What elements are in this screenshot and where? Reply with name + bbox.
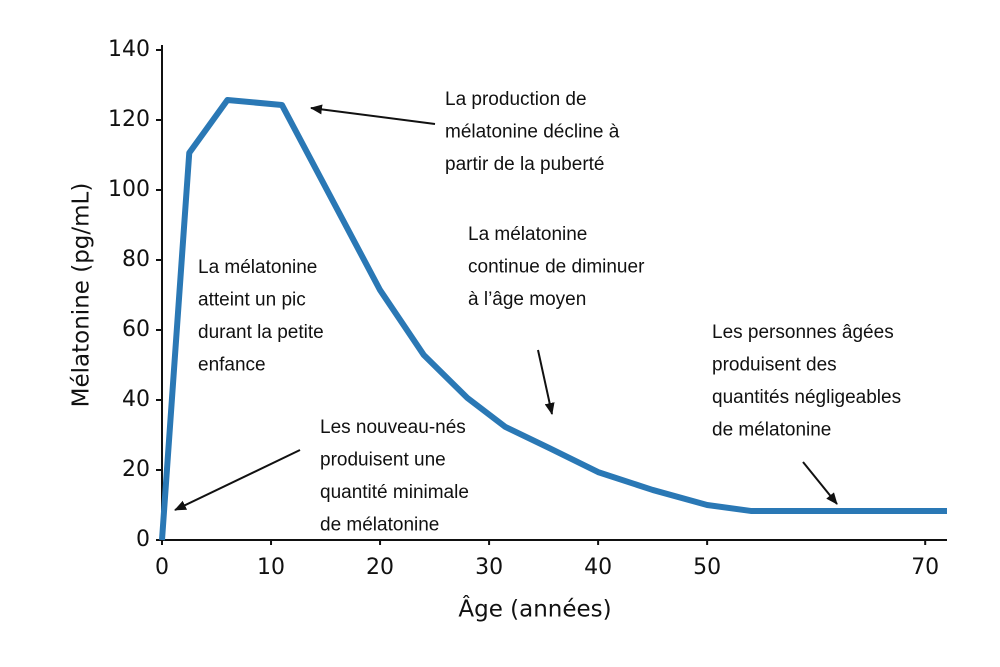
x-tick-label: 10: [257, 555, 285, 580]
data-line: [159, 97, 947, 541]
y-tick-label: 0: [136, 527, 150, 552]
annotation: partir de la puberté: [445, 154, 605, 175]
y-tick-label: 100: [108, 177, 150, 202]
annotation: atteint un pic: [198, 290, 306, 311]
x-tick-label: 0: [155, 555, 169, 580]
annotation: de mélatonine: [712, 420, 831, 441]
y-tick-label: 20: [122, 457, 150, 482]
x-axis-label: Âge (années): [458, 595, 611, 623]
arrow: [537, 349, 555, 415]
y-tick-label: 40: [122, 387, 150, 412]
annotation: de mélatonine: [320, 515, 439, 536]
y-tick-label: 60: [122, 317, 150, 342]
y-tick-label: 140: [108, 37, 150, 62]
annotation: La production de: [445, 89, 587, 110]
x-tick-label: 70: [911, 555, 939, 580]
annotation: continue de diminuer: [468, 257, 645, 278]
x-tick-label: 50: [693, 555, 721, 580]
x-tick-label: 40: [584, 555, 612, 580]
x-tick-label: 20: [366, 555, 394, 580]
x-tick-label: 30: [475, 555, 503, 580]
annotation: quantité minimale: [320, 482, 469, 503]
annotation: mélatonine décline à: [445, 122, 620, 143]
y-tick-label: 80: [122, 247, 150, 272]
annotation: produisent des: [712, 355, 837, 376]
arrow: [174, 449, 301, 511]
annotation: Les personnes âgées: [712, 322, 894, 343]
annotation: à l’âge moyen: [468, 289, 586, 310]
arrow: [310, 104, 436, 125]
annotation: La mélatonine: [198, 257, 317, 278]
annotation: enfance: [198, 355, 266, 376]
arrow: [802, 461, 838, 505]
annotation: La mélatonine: [468, 224, 587, 245]
annotation: Les nouveau-nés: [320, 417, 466, 438]
y-axis-label: Mélatonine (pg/mL): [69, 183, 95, 408]
annotation: durant la petite: [198, 322, 324, 343]
y-tick-label: 120: [108, 107, 150, 132]
annotation: produisent une: [320, 450, 446, 471]
annotation: quantités négligeables: [712, 387, 901, 408]
